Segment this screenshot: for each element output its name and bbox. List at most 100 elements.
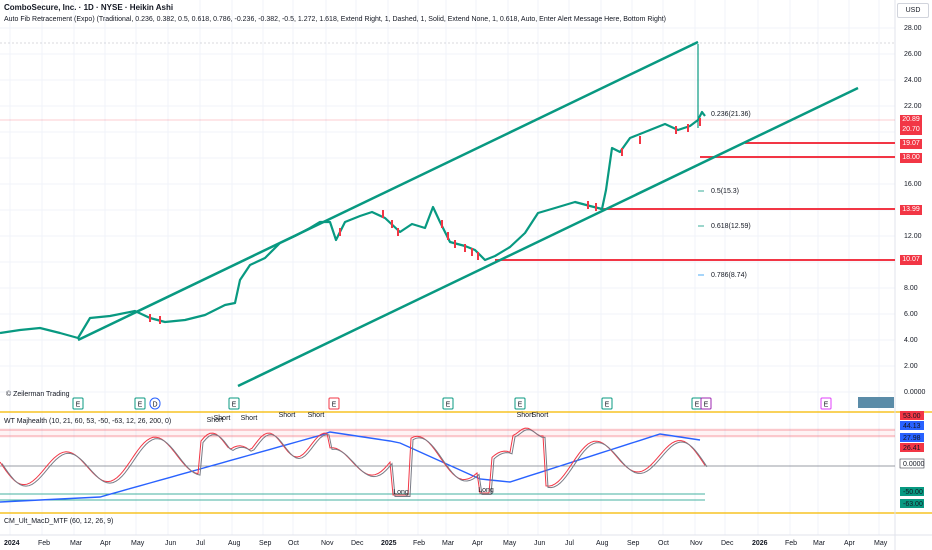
price-axis-label: 24.00 [904,77,922,84]
time-axis-label: Oct [288,540,299,547]
time-axis-label: Feb [785,540,797,547]
wt-axis-tag [900,499,924,508]
time-axis-label: 2025 [381,540,397,547]
price-tag: 18.00 [900,153,922,163]
price-axis-label: 12.00 [904,233,922,240]
time-axis-label: May [503,540,517,547]
event-marker-label: E [138,402,143,409]
wt-axis-tag [900,433,924,442]
price-axis-label: 16.00 [904,181,922,188]
wt-axis-label: 27.98 [903,435,921,442]
wt-axis-tag [900,421,924,430]
wt-axis-label: -50.00 [903,489,923,496]
time-axis-label: Sep [259,540,272,547]
wt-axis-tag [900,411,924,420]
time-axis-label: 2026 [752,540,768,547]
time-axis-label: Jul [196,540,205,547]
wt-axis-label: -63.00 [903,501,923,508]
time-axis-label: Mar [813,540,826,547]
wt-panel-title[interactable]: WT Majhealth (10, 21, 60, 53, -50, -63, … [4,418,172,425]
indicator-legend[interactable]: Auto Fib Retracement (Expo) (Traditional… [4,16,667,23]
event-marker[interactable] [149,397,161,410]
macd-panel-title[interactable]: CM_Ult_MacD_MTF (60, 12, 26, 9) [4,518,114,525]
event-marker[interactable] [700,397,712,410]
fib-level-label: 0.618(12.59) [711,223,751,230]
channel-lower-line[interactable] [237,86,859,388]
time-axis-label: 2024 [4,540,20,547]
price-tag: 13.99 [900,205,922,215]
time-axis-label: Apr [472,540,484,547]
event-marker[interactable] [328,397,340,410]
price-tag: 10.07 [900,255,922,265]
price-tag: 20.70 [900,125,922,135]
event-marker[interactable] [134,397,146,410]
price-axis[interactable]: 28.0026.0024.0022.0020.0018.0016.0014.00… [899,25,926,508]
fib-level-label: 0.5(15.3) [711,188,739,195]
time-axis-label: Sep [627,540,640,547]
price-axis-label: 26.00 [904,51,922,58]
event-marker-label: E [605,402,610,409]
price-axis-label: 4.00 [904,337,918,344]
chart-title[interactable]: ComboSecure, Inc. · 1D · NYSE · Heikin A… [4,3,174,12]
time-axis-label: Mar [70,540,83,547]
time-axis-label: May [874,540,888,547]
wt-signal-short: Short [241,415,258,422]
event-marker[interactable] [442,397,454,410]
wt-axis-tag [900,443,924,452]
event-marker-label: E [518,402,523,409]
time-axis-label: Jul [565,540,574,547]
time-axis-label: Aug [228,540,241,547]
credit-text: © Zeilerman Trading [6,391,70,398]
time-axis-label: Feb [38,540,50,547]
price-axis-label: 8.00 [904,285,918,292]
time-axis-label: Oct [658,540,669,547]
wt-axis-label: 53.00 [903,413,921,420]
price-scale-box [858,397,894,408]
time-axis-label: Nov [321,540,334,547]
time-axis-label: Mar [442,540,455,547]
event-marker[interactable] [514,397,526,410]
wt-axis-tag [899,458,925,469]
event-marker-label: E [824,402,829,409]
price-tag: 20.89 [900,115,922,125]
price-axis-label: 2.00 [904,363,918,370]
event-marker-label: E [704,402,709,409]
wt-signal-short: Short [308,412,325,419]
wt-signal-short: Short [207,417,224,424]
event-marker[interactable] [820,397,832,410]
price-axis-label: 22.00 [904,103,922,110]
time-axis-label: Aug [596,540,609,547]
wt-axis-label: 0.0000 [903,461,925,468]
price-axis-label: 6.00 [904,311,918,318]
event-marker[interactable] [228,397,240,410]
wt-signal-short: Short [279,412,296,419]
event-marker-label: D [152,402,157,409]
wt-signal-short: Short [532,412,549,419]
price-axis-label: 0.0000 [904,389,926,396]
price-series [0,110,706,340]
time-axis-label: Jun [534,540,545,547]
candle-accents [149,118,701,324]
channel-upper-line[interactable] [77,40,699,342]
event-marker[interactable] [72,397,84,410]
time-axis-label: Apr [100,540,112,547]
time-axis-label: Feb [413,540,425,547]
event-marker-label: E [232,402,237,409]
time-axis-label: Jun [165,540,176,547]
wt-signal-short: Short [517,412,534,419]
price-tag: 19.07 [900,139,922,149]
event-marker[interactable] [601,397,613,410]
event-marker-label: E [332,402,337,409]
time-axis-label: Dec [721,540,734,547]
wt-signal-short: Short [214,415,231,422]
time-axis[interactable]: 2024 Feb Mar Apr May Jun Jul Aug Sep Oct Nov Dec 202… [4,540,888,547]
event-marker-label: E [695,402,700,409]
event-marker-label: E [76,402,81,409]
wt-axis-tag [900,487,924,496]
event-marker-label: E [446,402,451,409]
currency-button[interactable]: USD [897,3,929,18]
wt-axis-label: 44.13 [903,423,921,430]
